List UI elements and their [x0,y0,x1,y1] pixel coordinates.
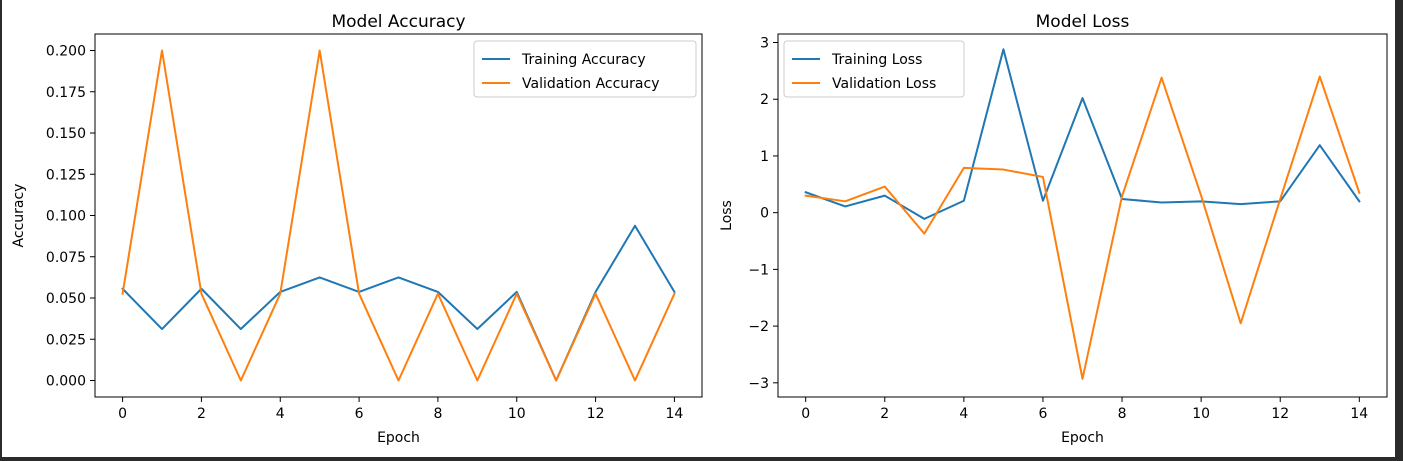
x-tick-label: 0 [801,406,810,422]
x-axis-label: Epoch [1061,430,1104,446]
x-tick-label: 0 [118,406,127,422]
x-tick-label: 6 [1038,406,1047,422]
y-tick-label: 3 [760,36,769,52]
legend-label: Training Loss [831,52,922,68]
x-axis-label: Epoch [377,430,420,446]
x-tick-label: 2 [197,406,206,422]
x-tick-label: 4 [959,406,968,422]
x-tick-label: 10 [1192,406,1210,422]
y-axis-label: Loss [719,200,735,231]
legend-label: Validation Accuracy [522,76,660,92]
legend-box [473,40,697,98]
y-tick-label: 1 [760,149,769,165]
x-tick-label: 6 [355,406,364,422]
y-tick-label: 0.175 [46,85,86,101]
y-tick-label: 0.000 [46,374,86,390]
y-tick-label: −3 [748,376,769,392]
legend: Training Accuracy Validation Accuracy [473,40,697,98]
chart-0: Model Accuracy 0 2 4 6 8 10 12 14 0.000 0.025 0.050… [11,12,703,446]
y-tick-label: 0.025 [46,332,86,348]
y-tick-label: 0.200 [46,44,86,60]
y-tick-label: −2 [748,319,769,335]
series-line-validation-accuracy [121,49,676,382]
legend-label: Validation Loss [832,76,936,92]
chart-title: Model Accuracy [331,12,465,32]
y-tick-label: −1 [748,262,769,278]
x-tick-label: 14 [665,406,683,422]
x-tick-label: 10 [508,406,526,422]
series-line-validation-loss [804,75,1361,380]
x-tick-label: 12 [1271,406,1289,422]
legend-label: Training Accuracy [521,52,646,68]
scrollbar-track[interactable] [1397,0,1403,457]
y-tick-label: 2 [760,92,769,108]
y-tick-label: 0.150 [46,126,86,142]
legend-box [783,40,965,98]
chart-title: Model Loss [1036,12,1130,32]
x-tick-label: 8 [433,406,442,422]
y-tick-label: 0 [760,206,769,222]
x-tick-label: 12 [587,406,605,422]
y-tick-label: 0.075 [46,250,86,266]
y-axis-label: Accuracy [11,184,27,248]
plot-frame [777,33,1388,398]
y-tick-label: 0.125 [46,167,86,183]
x-tick-label: 14 [1350,406,1368,422]
y-tick-label: 0.050 [46,291,86,307]
x-tick-label: 8 [1118,406,1127,422]
x-tick-label: 2 [880,406,889,422]
y-tick-label: 0.100 [46,209,86,225]
legend: Training Loss Validation Loss [783,40,965,98]
x-tick-label: 4 [276,406,285,422]
